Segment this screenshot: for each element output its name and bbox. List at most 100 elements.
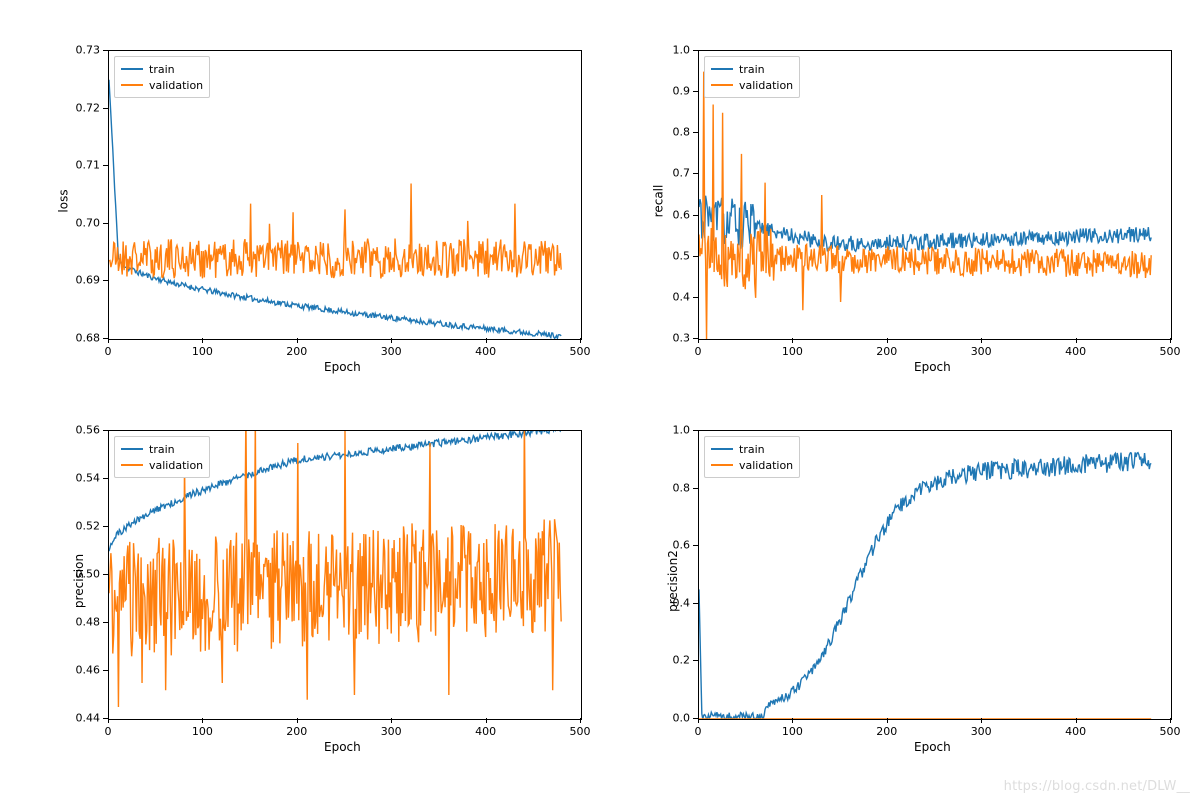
x-tick: [391, 718, 392, 723]
x-axis-label: Epoch: [324, 360, 361, 374]
y-tick-label: 1.0: [673, 424, 691, 437]
x-tick: [580, 338, 581, 343]
legend-label: train: [149, 63, 175, 76]
y-tick-label: 0.54: [76, 472, 101, 485]
y-tick-label: 0.70: [76, 216, 101, 229]
x-tick: [202, 338, 203, 343]
legend-label: train: [739, 63, 765, 76]
y-tick: [693, 50, 698, 51]
y-tick-label: 0.72: [76, 101, 101, 114]
y-tick-label: 0.44: [76, 712, 101, 725]
x-tick-label: 300: [971, 345, 992, 358]
x-tick: [981, 338, 982, 343]
x-tick: [887, 338, 888, 343]
x-tick: [792, 338, 793, 343]
y-tick: [103, 430, 108, 431]
legend-swatch: [121, 68, 143, 70]
watermark-text: https://blog.csdn.net/DLW__: [1004, 779, 1190, 794]
y-axis-label: precision: [72, 554, 86, 608]
x-tick: [1076, 338, 1077, 343]
x-tick-label: 100: [192, 345, 213, 358]
y-tick-label: 0.4: [673, 290, 691, 303]
y-tick: [693, 297, 698, 298]
x-tick-label: 200: [286, 725, 307, 738]
y-tick-label: 1.0: [673, 44, 691, 57]
x-tick: [391, 338, 392, 343]
x-tick-label: 0: [105, 345, 112, 358]
y-tick-label: 0.56: [76, 424, 101, 437]
legend-swatch: [121, 448, 143, 450]
legend: train validation: [704, 436, 800, 478]
legend-entry-validation: validation: [121, 77, 203, 93]
y-tick: [103, 50, 108, 51]
panel-precision2: 01002003004005000.00.20.40.60.81.0Epochp…: [650, 420, 1180, 760]
series-train: [109, 80, 561, 339]
y-tick-label: 0.6: [673, 208, 691, 221]
legend: train validation: [704, 56, 800, 98]
legend-label: validation: [739, 459, 793, 472]
x-tick-label: 0: [105, 725, 112, 738]
x-tick-label: 500: [570, 725, 591, 738]
y-tick: [103, 478, 108, 479]
x-tick-label: 400: [475, 725, 496, 738]
y-tick: [103, 223, 108, 224]
y-tick: [693, 338, 698, 339]
legend-swatch: [121, 464, 143, 466]
legend-label: validation: [149, 79, 203, 92]
legend-entry-train: train: [121, 61, 203, 77]
panel-precision: 01002003004005000.440.460.480.500.520.54…: [60, 420, 590, 760]
legend-label: train: [149, 443, 175, 456]
x-tick: [108, 718, 109, 723]
y-axis-label: precision2: [666, 550, 680, 612]
x-tick: [108, 338, 109, 343]
y-axis-label: loss: [57, 189, 71, 212]
x-tick-label: 400: [1065, 725, 1086, 738]
legend-entry-train: train: [711, 61, 793, 77]
x-axis-label: Epoch: [914, 360, 951, 374]
x-tick-label: 100: [782, 345, 803, 358]
y-tick: [103, 718, 108, 719]
legend-label: train: [739, 443, 765, 456]
y-tick-label: 0.69: [76, 274, 101, 287]
y-tick: [693, 545, 698, 546]
y-tick-label: 0.0: [673, 712, 691, 725]
x-tick-label: 300: [971, 725, 992, 738]
y-tick: [693, 718, 698, 719]
x-tick-label: 0: [695, 725, 702, 738]
legend: trainvalidation: [114, 436, 210, 478]
legend-entry-validation: validation: [711, 77, 793, 93]
series-validation: [109, 183, 561, 278]
y-tick: [103, 670, 108, 671]
y-tick: [103, 338, 108, 339]
x-tick-label: 0: [695, 345, 702, 358]
legend-label: validation: [739, 79, 793, 92]
x-tick-label: 500: [1160, 345, 1181, 358]
legend-entry-validation: validation: [121, 457, 203, 473]
x-tick: [698, 718, 699, 723]
legend: train validation: [114, 56, 210, 98]
panel-recall: 01002003004005000.30.40.50.60.70.80.91.0…: [650, 40, 1180, 380]
y-tick-label: 0.2: [673, 654, 691, 667]
x-tick-label: 200: [876, 345, 897, 358]
x-tick-label: 200: [286, 345, 307, 358]
y-tick-label: 0.5: [673, 249, 691, 262]
y-tick: [693, 660, 698, 661]
series-train: [699, 452, 1151, 719]
y-tick-label: 0.73: [76, 44, 101, 57]
x-tick: [486, 338, 487, 343]
x-axis-label: Epoch: [324, 740, 361, 754]
y-tick: [693, 132, 698, 133]
x-tick: [1170, 718, 1171, 723]
y-tick-label: 0.3: [673, 332, 691, 345]
x-tick: [486, 718, 487, 723]
y-tick: [693, 215, 698, 216]
legend-entry-validation: validation: [711, 457, 793, 473]
y-tick-label: 0.8: [673, 481, 691, 494]
y-tick-label: 0.9: [673, 85, 691, 98]
x-tick: [698, 338, 699, 343]
x-tick-label: 200: [876, 725, 897, 738]
x-tick: [1170, 338, 1171, 343]
x-tick-label: 500: [570, 345, 591, 358]
y-tick: [103, 526, 108, 527]
y-tick-label: 0.71: [76, 159, 101, 172]
